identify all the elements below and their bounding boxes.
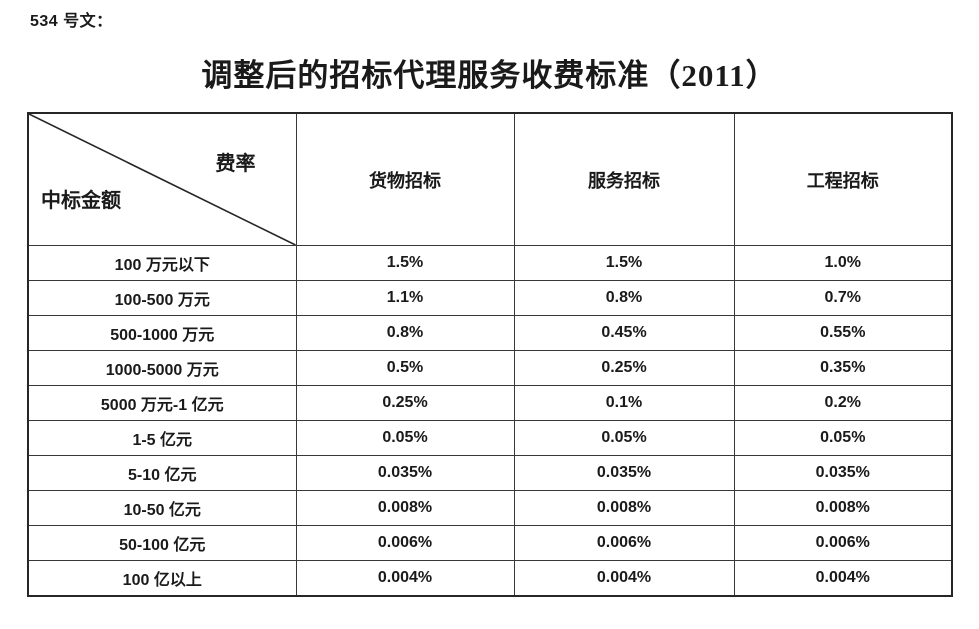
diagonal-line (29, 114, 296, 245)
column-header-goods: 货物招标 (295, 112, 515, 246)
corner-amount-label: 中标金额 (41, 190, 121, 212)
table-row: 100 万元以下 1.5% 1.5% 1.0% (27, 245, 953, 281)
corner-rate-label: 费率 (215, 153, 256, 175)
table-row: 5-10 亿元 0.035% 0.035% 0.035% (27, 455, 953, 491)
rate-cell: 0.05% (733, 420, 953, 456)
rate-cell: 1.5% (513, 245, 735, 281)
column-header-works: 工程招标 (733, 112, 953, 246)
rate-cell: 0.7% (733, 280, 953, 316)
table-row: 5000 万元-1 亿元 0.25% 0.1% 0.2% (27, 385, 953, 421)
rate-cell: 0.004% (513, 560, 735, 597)
rate-cell: 0.05% (513, 420, 735, 456)
doc-number-label: 534 号文： (30, 13, 113, 30)
amount-cell: 5-10 亿元 (27, 455, 297, 491)
rate-cell: 0.006% (295, 525, 515, 561)
rate-cell: 0.8% (513, 280, 735, 316)
rate-cell: 0.035% (733, 455, 953, 491)
amount-cell: 1000-5000 万元 (27, 350, 297, 386)
rate-cell: 0.5% (295, 350, 515, 386)
rate-cell: 0.45% (513, 315, 735, 351)
rate-cell: 0.55% (733, 315, 953, 351)
rate-cell: 0.008% (295, 490, 515, 526)
amount-cell: 10-50 亿元 (27, 490, 297, 526)
amount-cell: 1-5 亿元 (27, 420, 297, 456)
amount-cell: 5000 万元-1 亿元 (27, 385, 297, 421)
table-row: 1000-5000 万元 0.5% 0.25% 0.35% (27, 350, 953, 386)
table-row: 100-500 万元 1.1% 0.8% 0.7% (27, 280, 953, 316)
rate-cell: 0.008% (513, 490, 735, 526)
amount-cell: 100 亿以上 (27, 560, 297, 597)
table-row: 50-100 亿元 0.006% 0.006% 0.006% (27, 525, 953, 561)
table-row: 500-1000 万元 0.8% 0.45% 0.55% (27, 315, 953, 351)
rate-cell: 0.1% (513, 385, 735, 421)
rate-cell: 0.2% (733, 385, 953, 421)
rate-cell: 0.006% (513, 525, 735, 561)
rate-cell: 0.05% (295, 420, 515, 456)
rate-cell: 1.5% (295, 245, 515, 281)
page-title: 调整后的招标代理服务收费标准（2011） (201, 58, 778, 93)
table-row: 10-50 亿元 0.008% 0.008% 0.008% (27, 490, 953, 526)
header-row: 费率 中标金额 货物招标 服务招标 工程招标 (27, 112, 953, 246)
rate-cell: 0.035% (295, 455, 515, 491)
table-row: 100 亿以上 0.004% 0.004% 0.004% (27, 560, 953, 597)
rate-cell: 0.004% (733, 560, 953, 597)
rate-cell: 1.0% (733, 245, 953, 281)
rate-cell: 0.006% (733, 525, 953, 561)
rate-cell: 0.008% (733, 490, 953, 526)
rate-cell: 0.004% (295, 560, 515, 597)
amount-cell: 50-100 亿元 (27, 525, 297, 561)
fee-table-body: 100 万元以下 1.5% 1.5% 1.0% 100-500 万元 1.1% 0.8% 0.… (27, 245, 953, 597)
rate-cell: 0.25% (513, 350, 735, 386)
rate-cell: 0.25% (295, 385, 515, 421)
amount-cell: 100-500 万元 (27, 280, 297, 316)
table-row: 1-5 亿元 0.05% 0.05% 0.05% (27, 420, 953, 456)
rate-cell: 0.35% (733, 350, 953, 386)
amount-cell: 500-1000 万元 (27, 315, 297, 351)
fee-standards-table: 费率 中标金额 货物招标 服务招标 工程招标 100 万元以下 1.5% 1.5% 1… (27, 112, 953, 597)
column-header-services: 服务招标 (513, 112, 735, 246)
rate-cell: 0.8% (295, 315, 515, 351)
amount-cell: 100 万元以下 (27, 245, 297, 281)
rate-cell: 1.1% (295, 280, 515, 316)
corner-header-cell: 费率 中标金额 (27, 112, 297, 246)
rate-cell: 0.035% (513, 455, 735, 491)
